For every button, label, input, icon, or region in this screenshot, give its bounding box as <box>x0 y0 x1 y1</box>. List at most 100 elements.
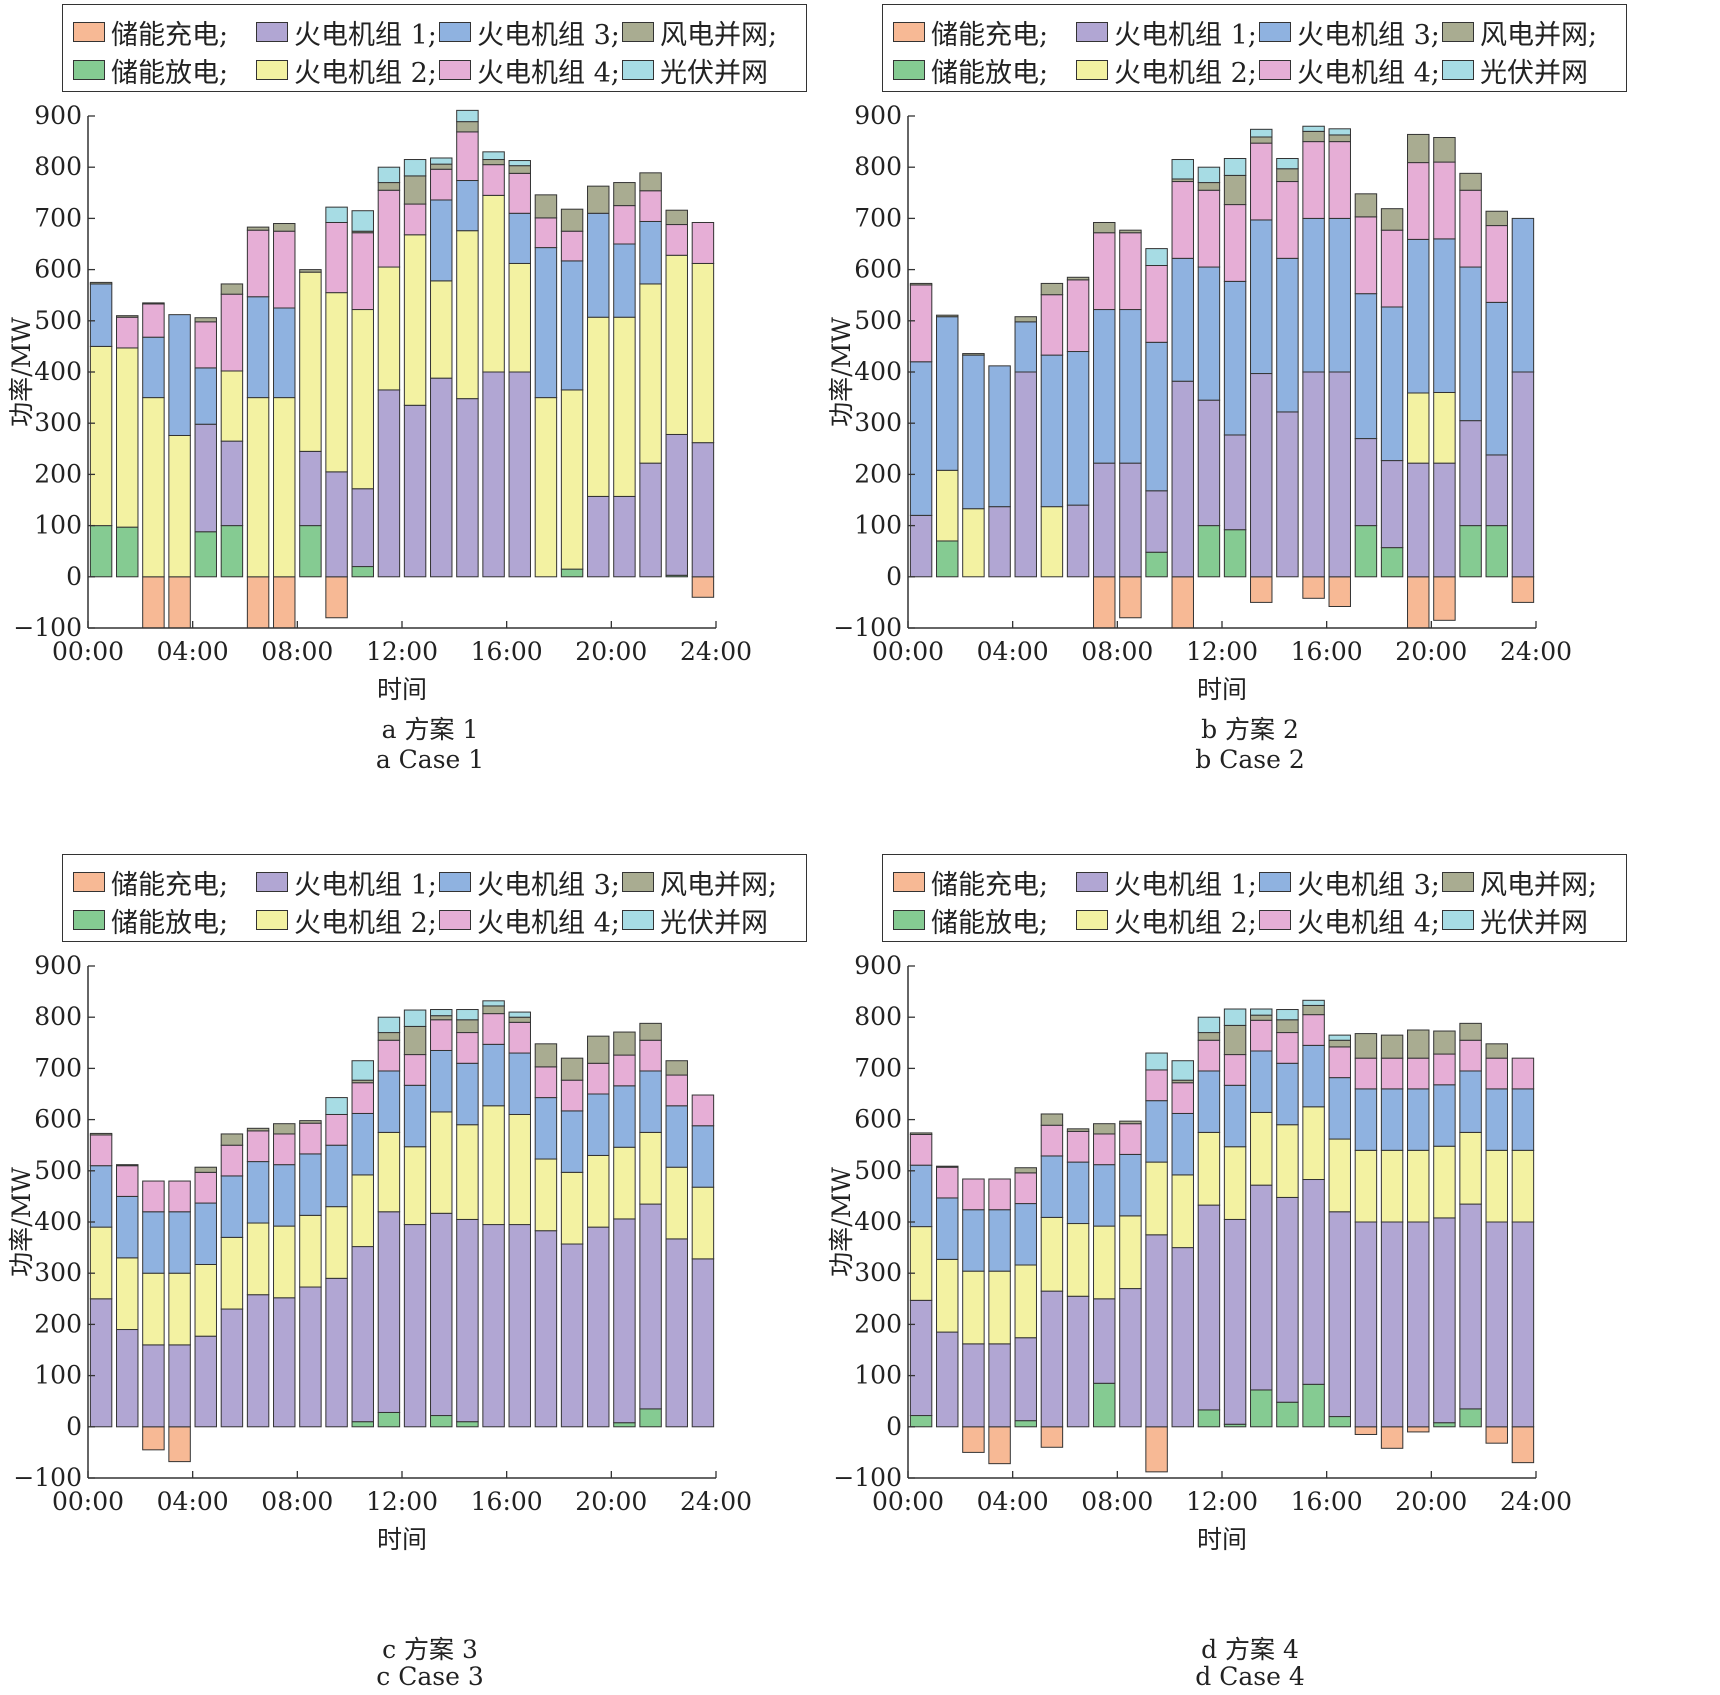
bar-segment-g2 <box>299 1214 322 1288</box>
bar-segment-charge <box>1433 576 1456 621</box>
y-tick-label: 500 <box>34 306 82 335</box>
bar-segment-charge <box>1040 1426 1064 1448</box>
bar-segment-g2 <box>325 292 348 473</box>
legend-swatch <box>622 22 654 42</box>
bar-segment-wind <box>456 121 479 133</box>
bar-segment-g4 <box>273 230 296 309</box>
bar-segment-g1 <box>1380 1221 1404 1428</box>
x-axis-label: 时间 <box>1197 675 1247 704</box>
bar-segment-g1 <box>1066 504 1090 578</box>
bar-segment-wind <box>962 353 985 356</box>
bar-segment-wind <box>1093 221 1116 234</box>
bar-segment-discharge <box>377 1411 401 1428</box>
y-tick-label: 400 <box>34 1207 82 1236</box>
bar-segment-g4 <box>1145 265 1168 343</box>
bar-segment-wind <box>456 1019 479 1034</box>
legend-label: 火电机组 3; <box>477 19 620 51</box>
bar-segment-g2 <box>665 254 688 435</box>
legend-row: 储能充电; 火电机组 1; 火电机组 3; 风电并网; <box>893 13 1626 51</box>
bar-segment-g1 <box>613 1218 636 1424</box>
bar-segment-g4 <box>430 1019 453 1051</box>
bar-segment-discharge <box>1145 551 1168 578</box>
bar-segment-pv <box>325 206 348 223</box>
legend-swatch <box>1442 872 1474 892</box>
bar-segment-wind <box>508 165 531 174</box>
x-tick-label: 12:00 <box>366 637 438 666</box>
x-tick-label: 08:00 <box>1081 637 1153 666</box>
bar-segment-g1 <box>909 514 933 578</box>
bar-segment-g2 <box>1328 1138 1351 1213</box>
y-tick-label: 900 <box>34 951 82 980</box>
bar-segment-wind <box>587 1035 610 1064</box>
bar-segment-g1 <box>1276 411 1299 578</box>
bar-segment-g4 <box>456 131 479 182</box>
bar-segment-g4 <box>560 230 584 262</box>
bar-segment-wind <box>1380 208 1404 231</box>
bar-segment-g4 <box>220 293 244 372</box>
bar-segment-g3 <box>1511 217 1535 373</box>
bar-segment-pv <box>1145 1052 1168 1071</box>
bar-segment-g4 <box>1119 1123 1142 1155</box>
bar-segment-g2 <box>962 508 985 578</box>
bar-segment-g1 <box>1223 434 1247 531</box>
x-tick-label: 20:00 <box>1395 637 1467 666</box>
bar-segment-g4 <box>220 1144 244 1177</box>
bar-segment-g3 <box>1066 1161 1090 1225</box>
bar-segment-wind <box>1459 1022 1482 1041</box>
bar-segment-g3 <box>1354 1088 1378 1151</box>
legend-swatch <box>73 910 105 930</box>
y-tick-label: 900 <box>854 101 902 130</box>
bar-segment-g2 <box>1014 1264 1037 1339</box>
bar-segment-g4 <box>325 1113 348 1146</box>
x-tick-label: 24:00 <box>1500 1487 1572 1516</box>
bar-segment-g3 <box>1014 321 1037 373</box>
bar-segment-wind <box>89 1132 113 1136</box>
bar-segment-g3 <box>1066 351 1090 506</box>
bar-segment-wind <box>116 1164 139 1167</box>
bar-segment-g4 <box>691 221 715 264</box>
bar-segment-wind <box>1066 1128 1090 1132</box>
bar-segment-g4 <box>1328 141 1351 219</box>
legend-swatch <box>1259 910 1291 930</box>
bar-segment-wind <box>587 185 610 214</box>
bar-segment-g4 <box>613 1054 636 1087</box>
legend-label: 火电机组 3; <box>1297 869 1440 901</box>
bar-segment-g4 <box>1040 1124 1064 1157</box>
bar-segment-g1 <box>613 495 636 578</box>
bar-segment-g1 <box>665 433 688 576</box>
bar-segment-g1 <box>691 1258 715 1428</box>
bar-segment-pv <box>403 1009 427 1027</box>
bar-segment-g4 <box>560 1079 584 1112</box>
bar-segment-g3 <box>1250 219 1273 375</box>
bar-segment-g3 <box>1407 238 1430 394</box>
bar-segment-g4 <box>1197 1039 1221 1072</box>
bar-segment-g2 <box>1380 1149 1404 1223</box>
bar-segment-pv <box>508 160 531 167</box>
bar-segment-g3 <box>1040 354 1064 508</box>
bar-segment-wind <box>560 208 584 232</box>
x-tick-label: 00:00 <box>52 1487 124 1516</box>
bar-segment-g1 <box>1145 1234 1168 1428</box>
bar-segment-g4 <box>1171 181 1194 259</box>
bar-segment-g4 <box>430 168 453 201</box>
bar-segment-discharge <box>1433 1422 1456 1428</box>
bar-segment-wind <box>1380 1034 1404 1059</box>
bar-segment-wind <box>534 1043 558 1068</box>
bar-segment-g2 <box>1066 1223 1090 1297</box>
legend-swatch <box>439 22 471 42</box>
x-tick-label: 12:00 <box>1186 637 1258 666</box>
bar-segment-g3 <box>1354 293 1378 440</box>
bar-segment-g3 <box>89 1165 113 1228</box>
legend-label: 光伏并网 <box>1480 907 1588 939</box>
caption-cn: c 方案 3 <box>382 1635 478 1664</box>
bar-segment-pv <box>1223 1008 1247 1026</box>
legend-row: 储能充电; 火电机组 1; 火电机组 3; 风电并网; <box>73 13 806 51</box>
bar-segment-g3 <box>377 1070 401 1133</box>
y-tick-label: 800 <box>854 152 902 181</box>
bar-segment-g3 <box>168 1211 191 1274</box>
y-tick-label: 800 <box>854 1002 902 1031</box>
bar-segment-g4 <box>116 1165 139 1197</box>
bar-segment-g1 <box>1093 462 1116 578</box>
bar-segment-g4 <box>613 205 636 245</box>
bar-segment-g1 <box>1433 1217 1456 1424</box>
